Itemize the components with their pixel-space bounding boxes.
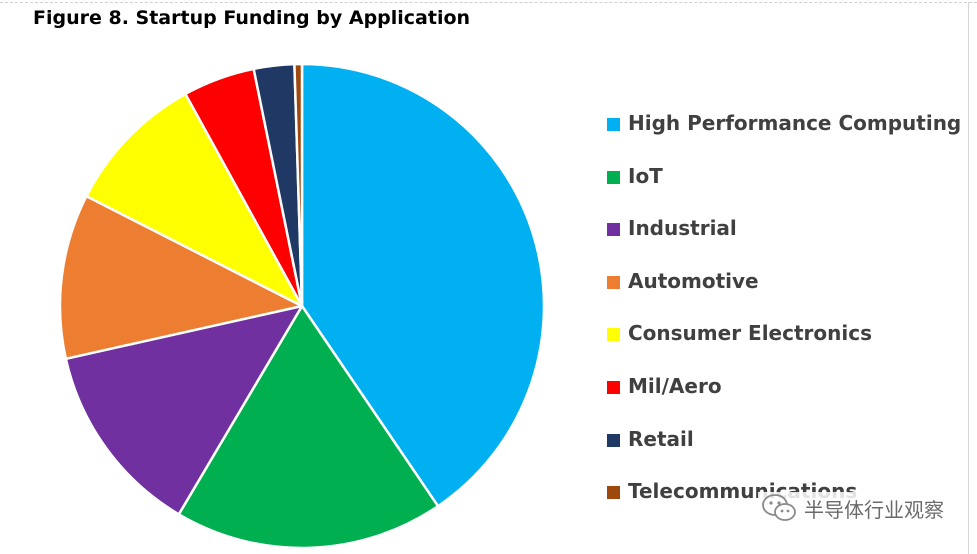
legend-label: Automotive bbox=[628, 268, 759, 293]
frame-right-border bbox=[968, 2, 969, 554]
legend-item-high-performance-computing: High Performance Computing bbox=[607, 108, 961, 161]
pie-slice-high-performance-computing bbox=[300, 62, 546, 508]
legend-label: Industrial bbox=[628, 216, 737, 241]
frame-top-border bbox=[0, 2, 977, 3]
pie-slice-automotive bbox=[58, 194, 304, 361]
legend-swatch bbox=[607, 328, 620, 342]
legend-item-retail: Retail bbox=[607, 424, 907, 477]
legend-swatch bbox=[607, 170, 620, 184]
watermark-text: 半导体行业观察 bbox=[804, 497, 944, 522]
legend-item-industrial: Industrial bbox=[607, 213, 907, 266]
pie-slice-telecommunications bbox=[293, 62, 304, 308]
pie-chart bbox=[58, 62, 546, 550]
pie-slice-consumer-electronics bbox=[85, 92, 304, 308]
legend-item-automotive: Automotive bbox=[607, 266, 907, 319]
legend-swatch bbox=[607, 433, 620, 447]
legend-label: IoT bbox=[628, 163, 663, 188]
legend-swatch bbox=[607, 275, 620, 289]
pie-slice-iot bbox=[177, 304, 440, 550]
legend-swatch bbox=[607, 486, 620, 500]
watermark: 半导体行业观察 bbox=[758, 492, 947, 524]
legend-label: High Performance Computing bbox=[628, 111, 962, 135]
legend-item-iot: IoT bbox=[607, 161, 907, 214]
chart-legend: High Performance Computing IoT Industrial A… bbox=[607, 108, 961, 529]
legend-label: Retail bbox=[628, 426, 694, 451]
chart-title: Figure 8. Startup Funding by Application bbox=[33, 7, 471, 29]
legend-item-mil-aero: Mil/Aero bbox=[607, 371, 907, 424]
legend-swatch bbox=[607, 380, 620, 394]
legend-item-consumer-electronics: Consumer Electronics bbox=[607, 318, 907, 371]
pie-slice-industrial bbox=[64, 304, 304, 516]
legend-swatch bbox=[607, 118, 620, 131]
legend-swatch bbox=[607, 223, 620, 237]
legend-label: Mil/Aero bbox=[628, 373, 722, 398]
wechat-icon bbox=[762, 494, 796, 521]
legend-label: Consumer Electronics bbox=[628, 321, 872, 346]
